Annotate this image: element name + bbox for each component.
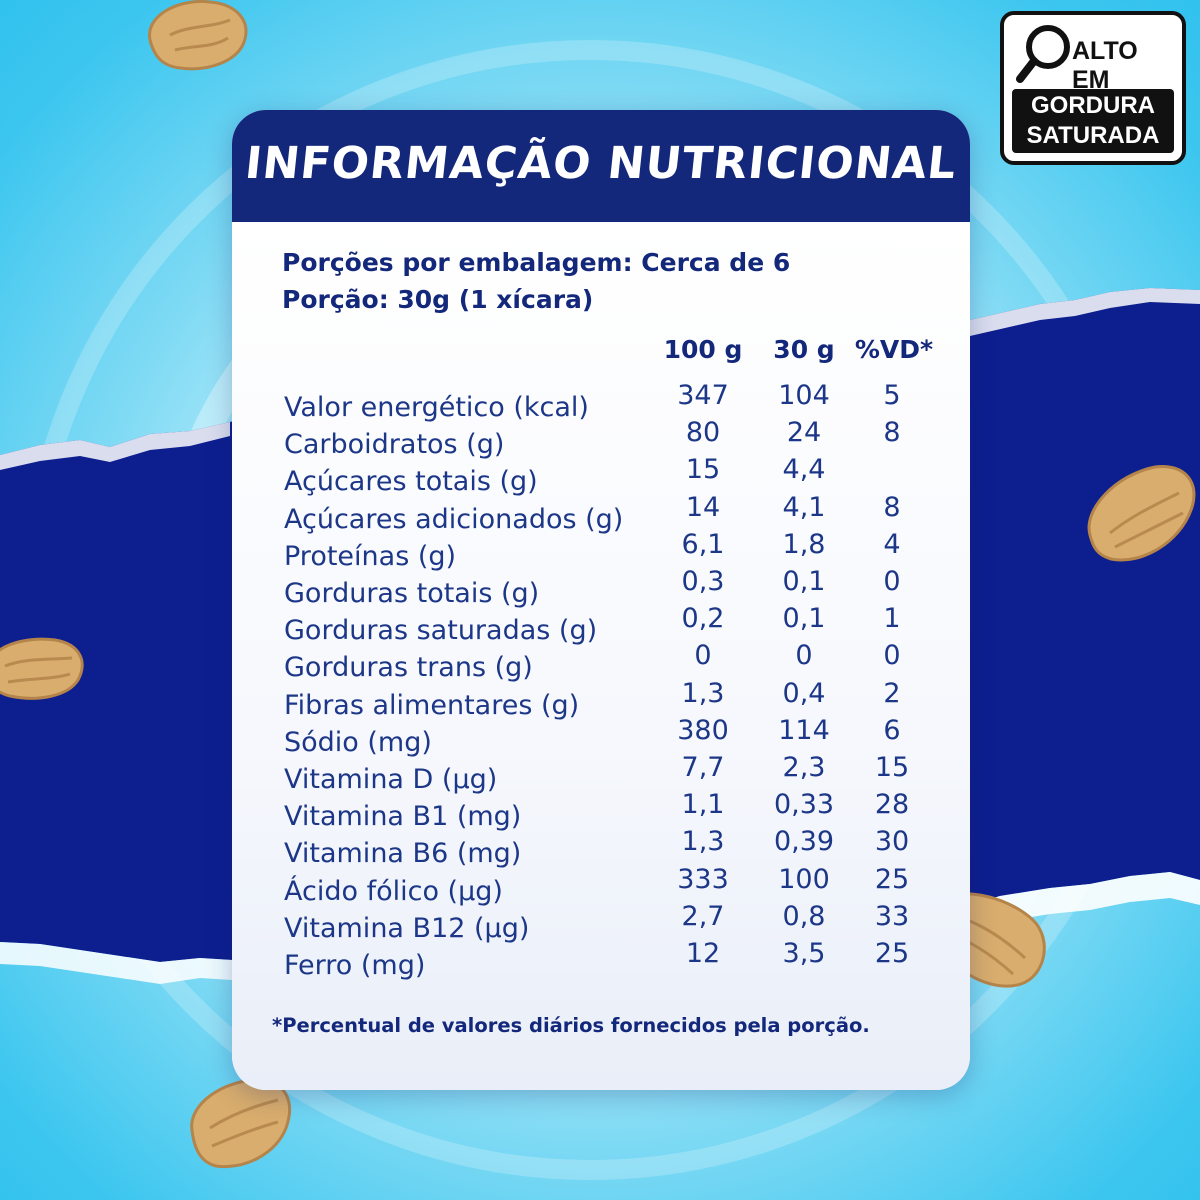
- nutrition-facts-card: INFORMAÇÃO NUTRICIONAL Porções por embal…: [232, 110, 970, 1090]
- table-row: Vitamina D (µg) 7,7 2,3 15: [232, 752, 970, 795]
- footnote: *Percentual de valores diários fornecido…: [272, 1014, 870, 1037]
- value-30g: 114: [778, 714, 830, 746]
- table-row: Carboidratos (g) 80 24 8: [232, 417, 970, 460]
- nutrient-label: Vitamina D (µg): [284, 764, 498, 795]
- table-row: Açúcares adicionados (g) 14 4,1 8: [232, 491, 970, 535]
- nutrient-label: Açúcares totais (g): [284, 466, 538, 498]
- value-30g: 0,39: [773, 826, 835, 858]
- nutrient-label: Vitamina B1 (mg): [284, 801, 522, 833]
- value-vd: 33: [874, 900, 910, 932]
- table-row: Ácido fólico (µg) 333 100 25: [232, 863, 970, 907]
- value-30g: 1,8: [782, 528, 826, 560]
- value-30g: 104: [778, 380, 830, 411]
- value-vd: 0: [883, 640, 901, 672]
- value-vd: 4: [883, 528, 901, 560]
- value-30g: 0,1: [782, 566, 826, 597]
- cereal-flake: [0, 637, 84, 700]
- value-30g: 2,3: [782, 752, 826, 783]
- value-30g: 3,5: [782, 938, 826, 969]
- value-100g: 80: [685, 417, 721, 449]
- table-row: Proteínas (g) 6,1 1,8 4: [232, 528, 970, 572]
- value-100g: 14: [685, 491, 721, 523]
- value-100g: 7,7: [681, 752, 725, 783]
- value-30g: 4,4: [782, 454, 826, 486]
- card-body: [232, 222, 970, 1090]
- value-vd: 2: [883, 677, 901, 709]
- value-30g: 0: [795, 640, 813, 672]
- nutrient-label: Proteínas (g): [284, 540, 457, 572]
- value-vd: 25: [874, 863, 910, 895]
- value-100g: 333: [677, 863, 729, 895]
- table-row: Gorduras trans (g) 0 0 0: [232, 640, 970, 683]
- nutrient-label: Carboidratos (g): [284, 429, 505, 461]
- high-saturated-fat-warning-badge: ALTO EM GORDURA SATURADA: [1000, 11, 1186, 165]
- table-row: Gorduras totais (g) 0,3 0,1 0: [232, 566, 970, 609]
- nutrient-label: Vitamina B12 (µg): [284, 912, 530, 944]
- column-header-30g: 30 g: [773, 335, 835, 364]
- column-header-vd: %VD*: [854, 335, 934, 364]
- value-100g: 0,2: [681, 603, 725, 635]
- nutrient-label: Vitamina B6 (mg): [284, 838, 522, 870]
- nutrient-label: Gorduras totais (g): [284, 578, 540, 609]
- value-30g: 0,8: [782, 900, 826, 932]
- nutrient-label: Ácido fólico (µg): [284, 875, 503, 907]
- cereal-flake: [1087, 465, 1196, 562]
- value-100g: 1,3: [681, 826, 725, 858]
- badge-line-1: GORDURA: [1031, 92, 1155, 119]
- value-vd: 0: [883, 566, 901, 597]
- badge-line-2: SATURADA: [1026, 122, 1160, 149]
- value-vd: 25: [874, 938, 910, 969]
- cereal-flake: [190, 1078, 291, 1169]
- value-30g: 4,1: [782, 491, 826, 523]
- portions-per-package: Porções por embalagem: Cerca de 6: [282, 248, 791, 277]
- nutrient-label: Ferro (mg): [284, 950, 426, 981]
- table-row: Fibras alimentares (g) 1,3 0,4 2: [232, 677, 970, 721]
- table-row: Valor energético (kcal) 347 104 5: [232, 380, 970, 423]
- value-100g: 1,1: [681, 789, 725, 821]
- value-vd: 30: [874, 826, 910, 858]
- column-header-100g: 100 g: [663, 335, 743, 364]
- table-row: Vitamina B1 (mg) 1,1 0,33 28: [232, 789, 970, 832]
- value-30g: 24: [786, 417, 822, 449]
- value-30g: 0,33: [773, 789, 835, 821]
- value-100g: 12: [685, 938, 721, 969]
- value-100g: 6,1: [681, 528, 725, 560]
- table-row: Sódio (mg) 380 114 6: [232, 714, 970, 758]
- nutrient-label: Sódio (mg): [284, 726, 432, 758]
- value-100g: 2,7: [681, 900, 725, 932]
- badge-top-text: ALTO EM: [1072, 37, 1138, 94]
- nutrient-label: Açúcares adicionados (g): [284, 503, 624, 535]
- value-30g: 0,4: [782, 677, 826, 709]
- badge-bottom-panel: GORDURA SATURADA: [1012, 89, 1174, 153]
- card-header: INFORMAÇÃO NUTRICIONAL: [232, 110, 970, 222]
- nutrient-label: Valor energético (kcal): [284, 392, 589, 423]
- value-100g: 15: [685, 454, 721, 486]
- portion-size: Porção: 30g (1 xícara): [282, 285, 594, 314]
- value-30g: 100: [778, 863, 830, 895]
- table-row: Gorduras saturadas (g) 0,2 0,1 1: [232, 603, 970, 646]
- cereal-flake: [148, 0, 248, 71]
- table-row: Vitamina B6 (mg) 1,3 0,39 30: [232, 826, 970, 869]
- value-100g: 0,3: [681, 566, 725, 597]
- page-title: INFORMAÇÃO NUTRICIONAL: [242, 138, 960, 189]
- value-vd: 15: [874, 752, 910, 783]
- table-row: Açúcares totais (g) 15 4,4: [232, 454, 970, 497]
- value-vd: 1: [883, 603, 901, 635]
- value-vd: 28: [874, 789, 910, 821]
- table-row: Vitamina B12 (µg) 2,7 0,8 33: [232, 900, 970, 944]
- nutrient-label: Gorduras trans (g): [284, 652, 533, 684]
- value-vd: 5: [883, 380, 901, 411]
- nutrient-label: Gorduras saturadas (g): [284, 615, 598, 647]
- value-100g: 347: [677, 380, 729, 411]
- value-100g: 1,3: [681, 677, 725, 709]
- value-vd: 6: [883, 714, 901, 746]
- value-vd: 8: [883, 417, 901, 449]
- table-row: Ferro (mg) 12 3,5 25: [232, 938, 970, 981]
- value-100g: 380: [677, 714, 729, 746]
- magnifier-icon: [1016, 25, 1070, 83]
- value-100g: 0: [694, 640, 712, 672]
- value-vd: 8: [883, 491, 901, 523]
- value-30g: 0,1: [782, 603, 826, 635]
- nutrient-label: Fibras alimentares (g): [284, 689, 580, 721]
